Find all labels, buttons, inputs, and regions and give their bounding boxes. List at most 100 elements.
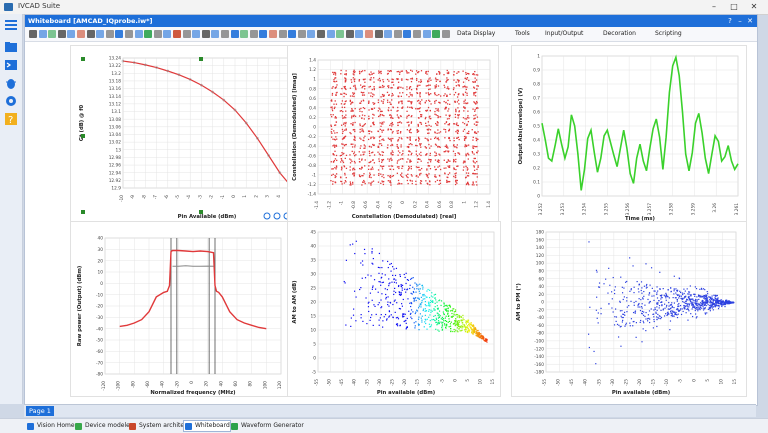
constellation-point — [373, 72, 375, 74]
minimize-button[interactable]: – — [712, 2, 716, 11]
constellation-point — [350, 117, 353, 119]
toolbar-tool-icon[interactable] — [48, 30, 57, 38]
toolbar-tool-icon[interactable] — [96, 30, 105, 38]
toolbar-tool-icon[interactable] — [29, 30, 37, 38]
y-tick-label: 10 — [98, 270, 104, 276]
task-tab-vision-home[interactable]: Vision Home — [26, 421, 75, 431]
task-tab-whiteboard[interactable]: Whiteboard — [183, 420, 231, 432]
am-pm-point — [595, 363, 597, 365]
task-tab-device-modeler[interactable]: Device modeler — [74, 421, 132, 431]
toolbar-tool-icon[interactable] — [105, 30, 114, 38]
toolbar-tool-icon[interactable] — [115, 30, 124, 38]
toolbar-tool-icon[interactable] — [278, 30, 287, 38]
am-am-point — [418, 297, 420, 299]
toolbar-tool-icon[interactable] — [134, 30, 143, 38]
constellation-point — [445, 150, 447, 152]
toolbar-tool-icon[interactable] — [38, 30, 47, 38]
constellation-point — [426, 109, 429, 111]
x-tick-label: -20 — [637, 379, 643, 386]
toolbar-tool-icon[interactable] — [249, 30, 258, 38]
toolbar-tool-icon[interactable] — [221, 30, 229, 38]
toolbar-tool-icon[interactable] — [355, 30, 364, 38]
am-am-point — [429, 319, 431, 322]
toolbar-tool-icon[interactable] — [307, 30, 316, 38]
task-tab-waveform-generator[interactable]: Waveform Generator — [230, 421, 304, 431]
maximize-button[interactable]: □ — [730, 2, 738, 11]
am-pm-point — [626, 280, 628, 283]
constellation-point — [340, 103, 343, 105]
toolbar-tool-icon[interactable] — [77, 30, 85, 38]
input-output-menu[interactable]: Input/Output — [545, 30, 584, 37]
panel-close-icon[interactable]: ✕ — [747, 17, 753, 25]
toolbar-tool-icon[interactable] — [365, 30, 373, 38]
data-display-menu[interactable]: Data Display — [457, 30, 496, 37]
gain-chart-panel[interactable]: -10-9-8-7-6-5-4-3-2-101234513.2413.2213.… — [70, 45, 302, 225]
envelope-chart-panel[interactable]: 3.252 3.253 3.254 3.255 3.256 3.257 3.258 3.259… — [511, 45, 747, 225]
toolbar-tool-icon[interactable] — [432, 30, 441, 38]
toolbar-tool-icon[interactable] — [211, 30, 220, 38]
am-pm-point — [729, 300, 731, 303]
toolbar-tool-icon[interactable] — [317, 30, 325, 38]
help-icon[interactable]: ? — [4, 112, 18, 126]
toolbar-tool-icon[interactable] — [393, 30, 402, 38]
toolbar-tool-icon[interactable] — [163, 30, 172, 38]
constellation-chart-panel[interactable]: -1.4 -1.2 -1 -0.8 -0.6 -0.4 -0.2 0 0.2 0.4 0.6 0.8 1… — [287, 45, 499, 225]
panel-minimize-icon[interactable]: – — [738, 17, 742, 25]
toolbar-tool-icon[interactable] — [182, 30, 191, 38]
toolbar-tool-icon[interactable] — [144, 30, 153, 38]
toolbar-tool-icon[interactable] — [230, 30, 239, 38]
am-am-point — [378, 319, 380, 321]
toolbar-tool-icon[interactable] — [153, 30, 162, 38]
toolbar-tool-icon[interactable] — [269, 30, 277, 38]
spectrum-chart-panel[interactable]: -120 -100 -80 -60 -40 -20 0 20 40 60 80 100 120 40 30 2… — [70, 221, 288, 397]
am-am-point — [445, 315, 447, 317]
am-am-chart-panel[interactable]: -55 -50 -45 -40 -35 -30 -25 -20 -15 -10 -5 0 5 10 15 45… — [287, 221, 501, 397]
constellation-point — [378, 153, 381, 155]
toolbar-tool-icon[interactable] — [201, 30, 210, 38]
toolbar-tool-icon[interactable] — [345, 30, 354, 38]
am-pm-chart-panel[interactable]: -55 -50 -45 -40 -35 -30 -25 -20 -15 -10 -5 0 5 10 15 18… — [511, 221, 747, 397]
am-am-point — [431, 292, 433, 294]
toolbar-tool-icon[interactable] — [422, 30, 431, 38]
task-tab-system-architect[interactable]: System architect — [128, 421, 190, 431]
toolbar-tool-icon[interactable] — [413, 30, 421, 38]
toolbar-tool-icon[interactable] — [67, 30, 76, 38]
y-axis-label: Gt (dB) @ f0 — [79, 105, 85, 142]
decoration-menu[interactable]: Decoration — [603, 30, 636, 37]
close-button[interactable]: ✕ — [750, 2, 758, 11]
tools-menu[interactable]: Tools — [515, 30, 530, 37]
constellation-point — [417, 158, 419, 160]
debug-icon[interactable] — [4, 76, 18, 90]
am-pm-point — [637, 306, 639, 308]
toolbar-tool-icon[interactable] — [336, 30, 345, 38]
toolbar-tool-icon[interactable] — [288, 30, 297, 38]
toolbar-tool-icon[interactable] — [240, 30, 249, 38]
constellation-point — [430, 93, 432, 95]
am-am-point — [361, 260, 364, 262]
toolbar-tool-icon[interactable] — [57, 30, 66, 38]
constellation-point — [472, 73, 475, 75]
hamburger-menu-icon[interactable] — [4, 18, 18, 32]
toolbar-tool-icon[interactable] — [441, 30, 450, 38]
scripting-menu[interactable]: Scripting — [655, 30, 682, 37]
page-tab[interactable]: Page 1 — [26, 406, 54, 416]
folder-icon[interactable] — [4, 40, 18, 54]
toolbar-tool-icon[interactable] — [374, 30, 383, 38]
toolbar-tool-icon[interactable] — [125, 30, 133, 38]
constellation-point — [472, 172, 475, 175]
toolbar-tool-icon[interactable] — [173, 30, 181, 38]
terminal-icon[interactable] — [4, 58, 18, 72]
toolbar-tool-icon[interactable] — [259, 30, 268, 38]
toolbar-tool-icon[interactable] — [297, 30, 306, 38]
gear-icon[interactable] — [4, 94, 18, 108]
toolbar-tool-icon[interactable] — [86, 30, 95, 38]
constellation-point — [381, 166, 383, 168]
toolbar-tool-icon[interactable] — [384, 30, 393, 38]
toolbar-tool-icon[interactable] — [192, 30, 201, 38]
am-am-point — [429, 301, 432, 304]
panel-help-icon[interactable]: ? — [728, 17, 732, 25]
constellation-point — [475, 103, 477, 105]
toolbar-tool-icon[interactable] — [326, 30, 335, 38]
constellation-point — [408, 165, 410, 168]
toolbar-tool-icon[interactable] — [403, 30, 412, 38]
